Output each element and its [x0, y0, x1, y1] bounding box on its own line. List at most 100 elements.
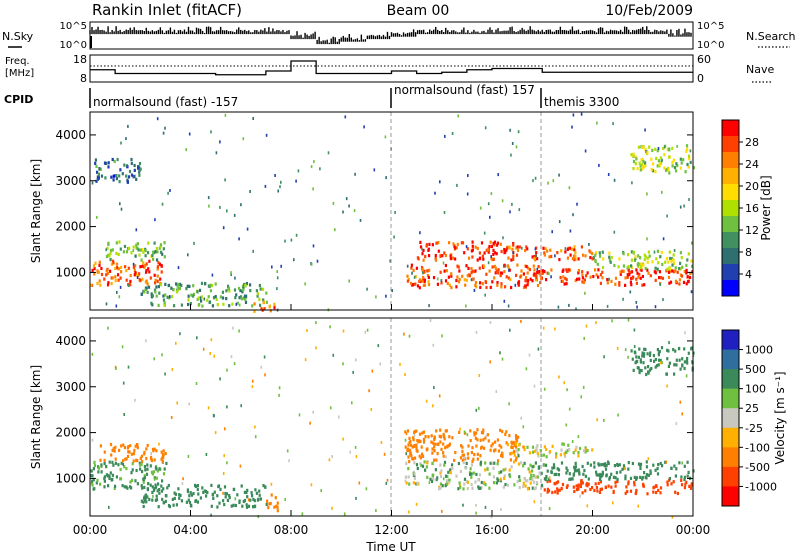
- data-cell: [594, 253, 597, 257]
- data-cell: [647, 457, 650, 461]
- data-cell: [661, 361, 663, 365]
- data-cell: [227, 287, 230, 291]
- data-cell: [115, 241, 118, 245]
- data-cell: [228, 304, 231, 308]
- data-cell: [672, 270, 675, 274]
- data-cell: [107, 326, 109, 330]
- data-cell: [499, 351, 501, 355]
- data-cell: [134, 264, 137, 268]
- data-cell: [627, 253, 630, 257]
- data-cell: [491, 280, 494, 284]
- data-cell: [222, 226, 225, 230]
- data-cell: [534, 486, 537, 490]
- data-cell: [601, 250, 604, 254]
- data-cell: [219, 295, 222, 299]
- data-cell: [304, 358, 307, 362]
- data-cell: [259, 287, 262, 291]
- data-cell: [260, 365, 263, 369]
- data-cell: [543, 445, 546, 449]
- colorbar-tick-label: 16: [745, 202, 759, 215]
- data-cell: [304, 282, 306, 286]
- data-cell: [653, 359, 656, 363]
- data-cell: [254, 435, 257, 439]
- data-cell: [499, 428, 502, 432]
- data-cell: [647, 473, 651, 477]
- data-cell: [506, 246, 509, 250]
- data-cell: [405, 481, 408, 485]
- data-cell: [509, 210, 511, 214]
- data-cell: [442, 477, 445, 481]
- data-cell: [211, 273, 214, 277]
- data-cell: [197, 492, 200, 496]
- data-cell: [649, 274, 652, 278]
- data-cell: [511, 247, 514, 251]
- data-cell: [585, 324, 588, 328]
- data-cell: [240, 297, 244, 301]
- data-cell: [641, 354, 644, 358]
- data-cell: [421, 431, 424, 435]
- data-cell: [329, 325, 331, 329]
- data-cell: [578, 470, 581, 474]
- data-cell: [566, 448, 569, 453]
- data-cell: [592, 274, 595, 279]
- data-cell: [533, 255, 536, 259]
- data-cell: [494, 440, 497, 444]
- data-cell: [482, 428, 485, 432]
- data-cell: [90, 481, 93, 485]
- data-cell: [158, 488, 161, 492]
- data-cell: [249, 283, 252, 287]
- data-cell: [506, 483, 510, 487]
- data-cell: [639, 475, 642, 479]
- data-cell: [145, 456, 148, 461]
- data-cell: [626, 489, 629, 494]
- data-cell: [464, 283, 467, 287]
- data-cell: [465, 264, 468, 268]
- data-cell: [534, 278, 538, 282]
- data-cell: [265, 291, 268, 295]
- data-cell: [428, 481, 431, 485]
- data-cell: [415, 446, 418, 450]
- data-cell: [410, 263, 413, 267]
- data-cell: [577, 486, 580, 490]
- data-cell: [681, 357, 684, 361]
- data-cell: [680, 475, 683, 479]
- data-cell: [674, 279, 677, 283]
- data-cell: [261, 287, 265, 291]
- data-cell: [685, 149, 688, 153]
- data-cell: [95, 179, 98, 183]
- data-cell: [139, 467, 142, 471]
- data-cell: [150, 452, 152, 455]
- data-cell: [103, 477, 106, 481]
- data-cell: [276, 505, 279, 509]
- data-cell: [679, 251, 682, 255]
- data-cell: [156, 469, 159, 473]
- data-cell: [120, 461, 123, 465]
- data-cell: [235, 293, 238, 297]
- data-cell: [365, 487, 368, 491]
- data-cell: [200, 281, 204, 285]
- data-cell: [426, 475, 429, 479]
- data-cell: [156, 489, 159, 493]
- data-cell: [655, 484, 658, 488]
- data-cell: [153, 273, 156, 277]
- data-cell: [135, 243, 138, 247]
- data-cell: [222, 302, 225, 306]
- data-cell: [226, 209, 228, 213]
- data-cell: [665, 372, 668, 376]
- data-cell: [626, 273, 629, 277]
- data-cell: [110, 175, 113, 179]
- data-cell: [656, 467, 659, 471]
- nsky-label: N.Sky: [2, 30, 34, 43]
- data-cell: [173, 304, 176, 308]
- data-cell: [111, 477, 114, 481]
- cpid-label: CPID: [4, 93, 33, 106]
- data-cell: [527, 467, 530, 471]
- data-cell: [115, 475, 118, 479]
- data-cell: [496, 281, 499, 285]
- data-cell: [630, 349, 633, 353]
- data-cell: [175, 341, 177, 345]
- data-cell: [524, 279, 527, 283]
- data-cell: [332, 353, 335, 357]
- radar-title: Rankin Inlet (fitACF): [92, 1, 242, 19]
